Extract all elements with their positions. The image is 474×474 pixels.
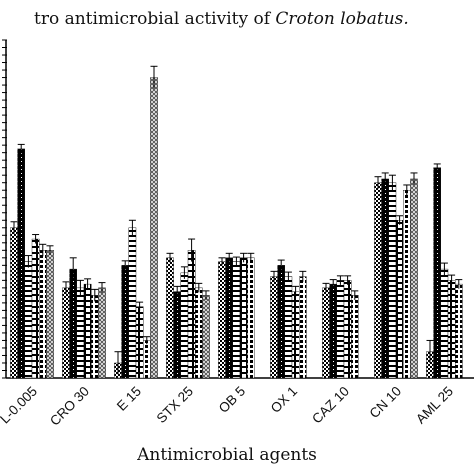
bar	[90, 295, 99, 379]
x-tick-labels: L-0.005 CRO 30 E 15 STX 25 OB 5 OX 1 CAZ 10 CN …	[0, 384, 456, 429]
x-tick-label: OB 5	[216, 384, 248, 416]
bar	[455, 283, 463, 379]
bar	[187, 250, 196, 379]
bar	[232, 261, 241, 379]
x-axis-label: Antimicrobial agents	[136, 445, 317, 465]
bar	[24, 261, 33, 379]
bar	[329, 283, 338, 379]
bar	[374, 182, 382, 379]
bar	[291, 291, 300, 379]
bar	[83, 283, 92, 379]
bar	[10, 227, 18, 379]
bar	[17, 148, 26, 379]
x-tick-label: L-0.005	[0, 384, 40, 427]
bar	[121, 265, 129, 379]
bar	[410, 178, 418, 379]
bar	[46, 250, 54, 379]
bar	[218, 261, 226, 379]
bar	[166, 257, 174, 379]
bar	[246, 257, 255, 379]
bar	[270, 276, 278, 379]
bar	[69, 268, 77, 379]
bar	[173, 291, 182, 379]
bar	[128, 227, 137, 379]
bar	[343, 280, 352, 379]
bar	[322, 287, 330, 379]
x-tick-label: E 15	[114, 384, 144, 414]
bar	[98, 287, 106, 379]
bar	[202, 295, 210, 379]
bar	[336, 280, 345, 379]
bar	[351, 295, 359, 379]
x-tick-label: CAZ 10	[309, 384, 352, 427]
bar	[150, 77, 158, 379]
x-tick-label: CRO 30	[47, 384, 92, 429]
x-tick-label: AML 25	[413, 384, 456, 427]
bar	[440, 268, 449, 379]
bar	[62, 287, 70, 379]
bar	[39, 250, 47, 379]
bar	[180, 272, 189, 379]
x-tick-label: OX 1	[268, 384, 300, 416]
chart-title-plain: tro antimicrobial activity of	[34, 9, 275, 29]
bar	[284, 276, 293, 379]
bar	[403, 190, 411, 379]
bar	[135, 306, 144, 379]
bar	[277, 265, 286, 379]
bars	[10, 65, 463, 379]
chart-title: tro antimicrobial activity of Croton lob…	[34, 9, 409, 29]
bar	[447, 280, 456, 379]
bar	[239, 257, 248, 379]
bar	[388, 182, 397, 379]
x-tick-label: CN 10	[366, 384, 404, 422]
bar	[433, 167, 442, 379]
bar	[31, 238, 40, 379]
bar	[142, 340, 151, 379]
bar	[194, 287, 203, 379]
x-tick-label: STX 25	[154, 384, 196, 426]
bar	[299, 276, 307, 379]
bar	[225, 257, 234, 379]
chart-title-italic: Croton lobatus.	[275, 9, 408, 29]
bar	[76, 287, 85, 379]
bar	[395, 220, 404, 379]
bar	[381, 178, 390, 379]
